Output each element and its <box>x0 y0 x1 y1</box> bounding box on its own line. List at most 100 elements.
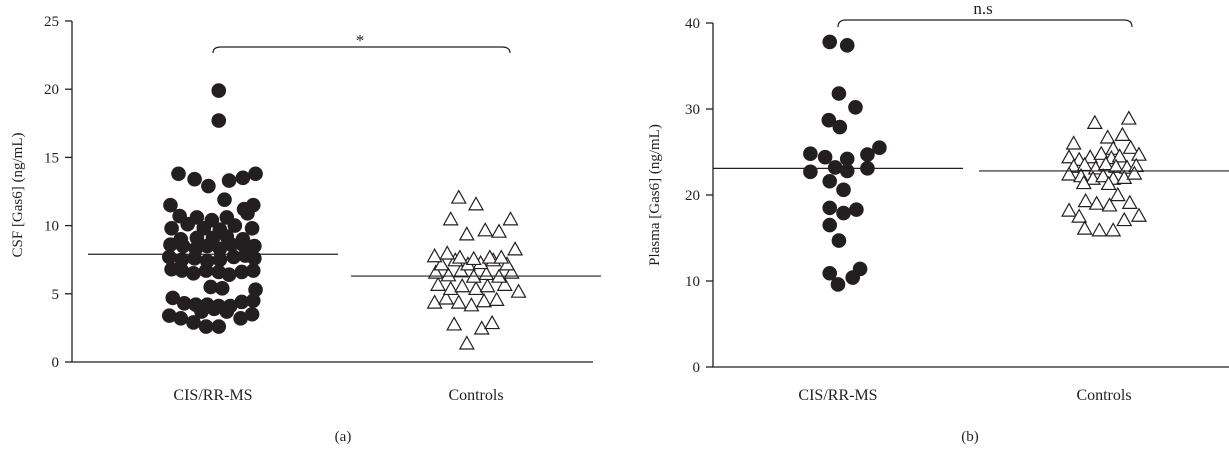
data-point <box>234 264 250 280</box>
data-point <box>503 264 520 279</box>
y-tick-label: 20 <box>44 82 59 98</box>
y-tick-label: 40 <box>685 16 700 32</box>
data-point <box>427 264 444 279</box>
data-point <box>488 291 505 306</box>
data-point <box>821 112 837 128</box>
data-point <box>233 311 248 326</box>
data-point <box>872 140 887 155</box>
data-point <box>822 217 838 233</box>
data-point <box>235 170 251 186</box>
data-point <box>1120 110 1137 125</box>
data-point <box>211 83 227 98</box>
data-point <box>446 316 463 331</box>
data-point <box>1095 167 1112 183</box>
panel-b-y-axis-title: Plasma [Gas6] (ng/mL) <box>647 124 663 266</box>
data-point <box>860 147 875 162</box>
data-point <box>176 296 192 311</box>
data-point <box>174 252 190 267</box>
data-point <box>1116 169 1133 185</box>
data-point <box>476 293 493 308</box>
data-point <box>203 279 218 295</box>
data-point <box>1076 220 1093 235</box>
data-point <box>244 221 260 236</box>
data-point <box>1121 194 1138 209</box>
data-point <box>839 151 855 167</box>
data-point <box>217 192 232 207</box>
data-point <box>426 247 443 263</box>
data-point <box>440 267 457 282</box>
panel-a-y-axis-title: CSF [Gas6] (ng/mL) <box>10 133 26 258</box>
data-point <box>172 208 187 224</box>
data-point <box>163 197 178 213</box>
data-point <box>451 249 468 264</box>
y-tick-label: 0 <box>52 355 60 371</box>
data-point <box>450 189 467 204</box>
data-point <box>438 290 455 305</box>
data-point <box>836 182 851 198</box>
data-point <box>1091 222 1108 237</box>
data-point <box>463 297 480 312</box>
data-point <box>245 293 261 308</box>
panel-a-label: (a) <box>335 429 352 445</box>
data-point <box>827 160 843 175</box>
data-point <box>450 294 467 309</box>
data-point <box>194 304 209 319</box>
data-point <box>186 266 201 281</box>
y-tick-label: 20 <box>685 188 700 204</box>
data-point <box>235 231 251 247</box>
data-point <box>465 250 482 266</box>
panel-b-points <box>803 34 1147 292</box>
data-point <box>803 164 818 180</box>
data-point <box>830 277 846 292</box>
data-point <box>430 276 447 291</box>
data-point <box>189 210 205 225</box>
data-point <box>454 278 471 293</box>
data-point <box>211 113 227 128</box>
data-point <box>1075 174 1092 190</box>
panel-a-chart: CSF [Gas6] (ng/mL) 0 5 10 15 20 25 * CIS/RR-M… <box>10 14 601 445</box>
data-point <box>173 231 189 247</box>
data-point <box>831 86 847 101</box>
data-point <box>822 200 838 216</box>
y-tick-label: 10 <box>44 219 59 235</box>
panel-b-axes <box>712 23 1229 368</box>
panel-a-significance-bracket <box>212 46 511 54</box>
data-point <box>439 245 456 260</box>
data-point <box>186 315 201 330</box>
data-point <box>433 256 450 271</box>
data-point <box>206 301 222 317</box>
y-tick-label: 30 <box>685 102 700 118</box>
data-point <box>467 196 485 211</box>
data-point <box>221 173 237 188</box>
data-point <box>839 163 855 179</box>
data-point <box>839 38 855 53</box>
panel-b-chart: Plasma [Gas6] (ng/mL) 0 10 20 30 40 n.s CIS/… <box>647 0 1229 445</box>
data-point <box>165 290 181 306</box>
y-tick-label: 10 <box>685 274 700 290</box>
data-point <box>1114 126 1131 142</box>
panel-b-label: (b) <box>961 429 979 445</box>
data-point <box>1093 145 1110 160</box>
data-point <box>832 119 848 135</box>
data-point <box>1097 155 1114 171</box>
data-point <box>479 278 496 293</box>
data-point <box>187 171 202 187</box>
data-point <box>214 281 230 296</box>
data-point <box>502 211 519 226</box>
data-point <box>1109 186 1126 202</box>
panel-b-y-ticks: 0 10 20 30 40 <box>685 16 713 376</box>
data-point <box>234 294 250 310</box>
data-point <box>442 211 459 226</box>
data-point <box>245 197 261 213</box>
data-point <box>481 249 498 264</box>
panel-b-mean-lines <box>713 167 1229 172</box>
data-point <box>1130 207 1147 222</box>
panel-a-category-label-2: Controls <box>448 387 503 404</box>
data-point <box>1116 211 1133 227</box>
data-point <box>1100 175 1117 191</box>
data-point <box>174 263 190 278</box>
data-point <box>1065 135 1082 150</box>
data-point <box>803 146 818 162</box>
data-point <box>845 270 861 285</box>
data-point <box>219 210 235 225</box>
